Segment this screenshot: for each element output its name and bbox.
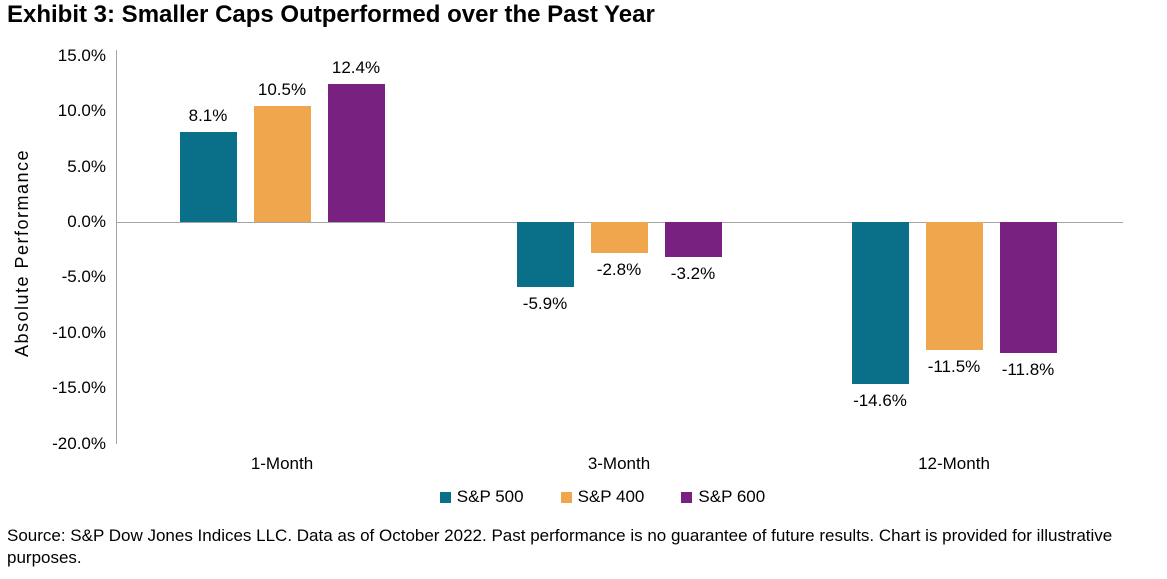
x-axis-label: 3-Month xyxy=(587,454,651,473)
y-tick-label: 15.0% xyxy=(57,45,106,65)
legend-label: S&P 400 xyxy=(577,487,645,506)
bar xyxy=(999,222,1057,353)
bar xyxy=(516,222,574,288)
legend-item: S&P 600 xyxy=(681,487,765,507)
bar xyxy=(925,222,983,350)
chart-title: Exhibit 3: Smaller Caps Outperformed ove… xyxy=(7,1,655,28)
legend-label: S&P 600 xyxy=(698,487,766,506)
bar-value-label: 10.5% xyxy=(257,79,307,99)
y-tick-label: -10.0% xyxy=(52,322,106,342)
bar-value-label: -11.5% xyxy=(927,356,981,376)
legend-item: S&P 400 xyxy=(560,487,645,507)
bar xyxy=(590,222,648,254)
bar-value-label: -11.8% xyxy=(1001,359,1055,379)
legend-swatch-icon xyxy=(681,491,693,503)
y-tick-label: 0.0% xyxy=(67,212,106,231)
bar xyxy=(327,84,385,222)
legend: S&P 500 S&P 400 S&P 600 xyxy=(19,486,1167,508)
legend-item: S&P 500 xyxy=(439,487,524,507)
bar-value-label: -3.2% xyxy=(670,264,716,284)
bar xyxy=(179,132,237,222)
bar xyxy=(851,222,909,384)
y-tick-label: 5.0% xyxy=(67,156,106,176)
legend-swatch-icon xyxy=(560,491,572,503)
source-note: Source: S&P Dow Jones Indices LLC. Data … xyxy=(7,526,1113,567)
bar-value-label: -5.9% xyxy=(522,294,568,314)
y-tick-label: -15.0% xyxy=(52,378,106,398)
bar-value-label: -2.8% xyxy=(596,260,642,280)
x-axis-label: 12-Month xyxy=(918,454,990,473)
bar xyxy=(253,105,311,222)
bar-value-label: 8.1% xyxy=(188,106,228,126)
bar-value-label: -14.6% xyxy=(853,390,907,410)
y-tick-label: 10.0% xyxy=(57,101,106,121)
x-axis-label: 1-Month xyxy=(250,454,314,473)
bar-value-label: 12.4% xyxy=(331,58,381,78)
legend-swatch-icon xyxy=(439,491,451,503)
bar xyxy=(664,222,722,258)
legend-label: S&P 500 xyxy=(456,487,524,506)
y-tick-label: -20.0% xyxy=(52,433,106,453)
y-tick-label: -5.0% xyxy=(61,267,106,287)
y-axis-line xyxy=(116,50,117,444)
